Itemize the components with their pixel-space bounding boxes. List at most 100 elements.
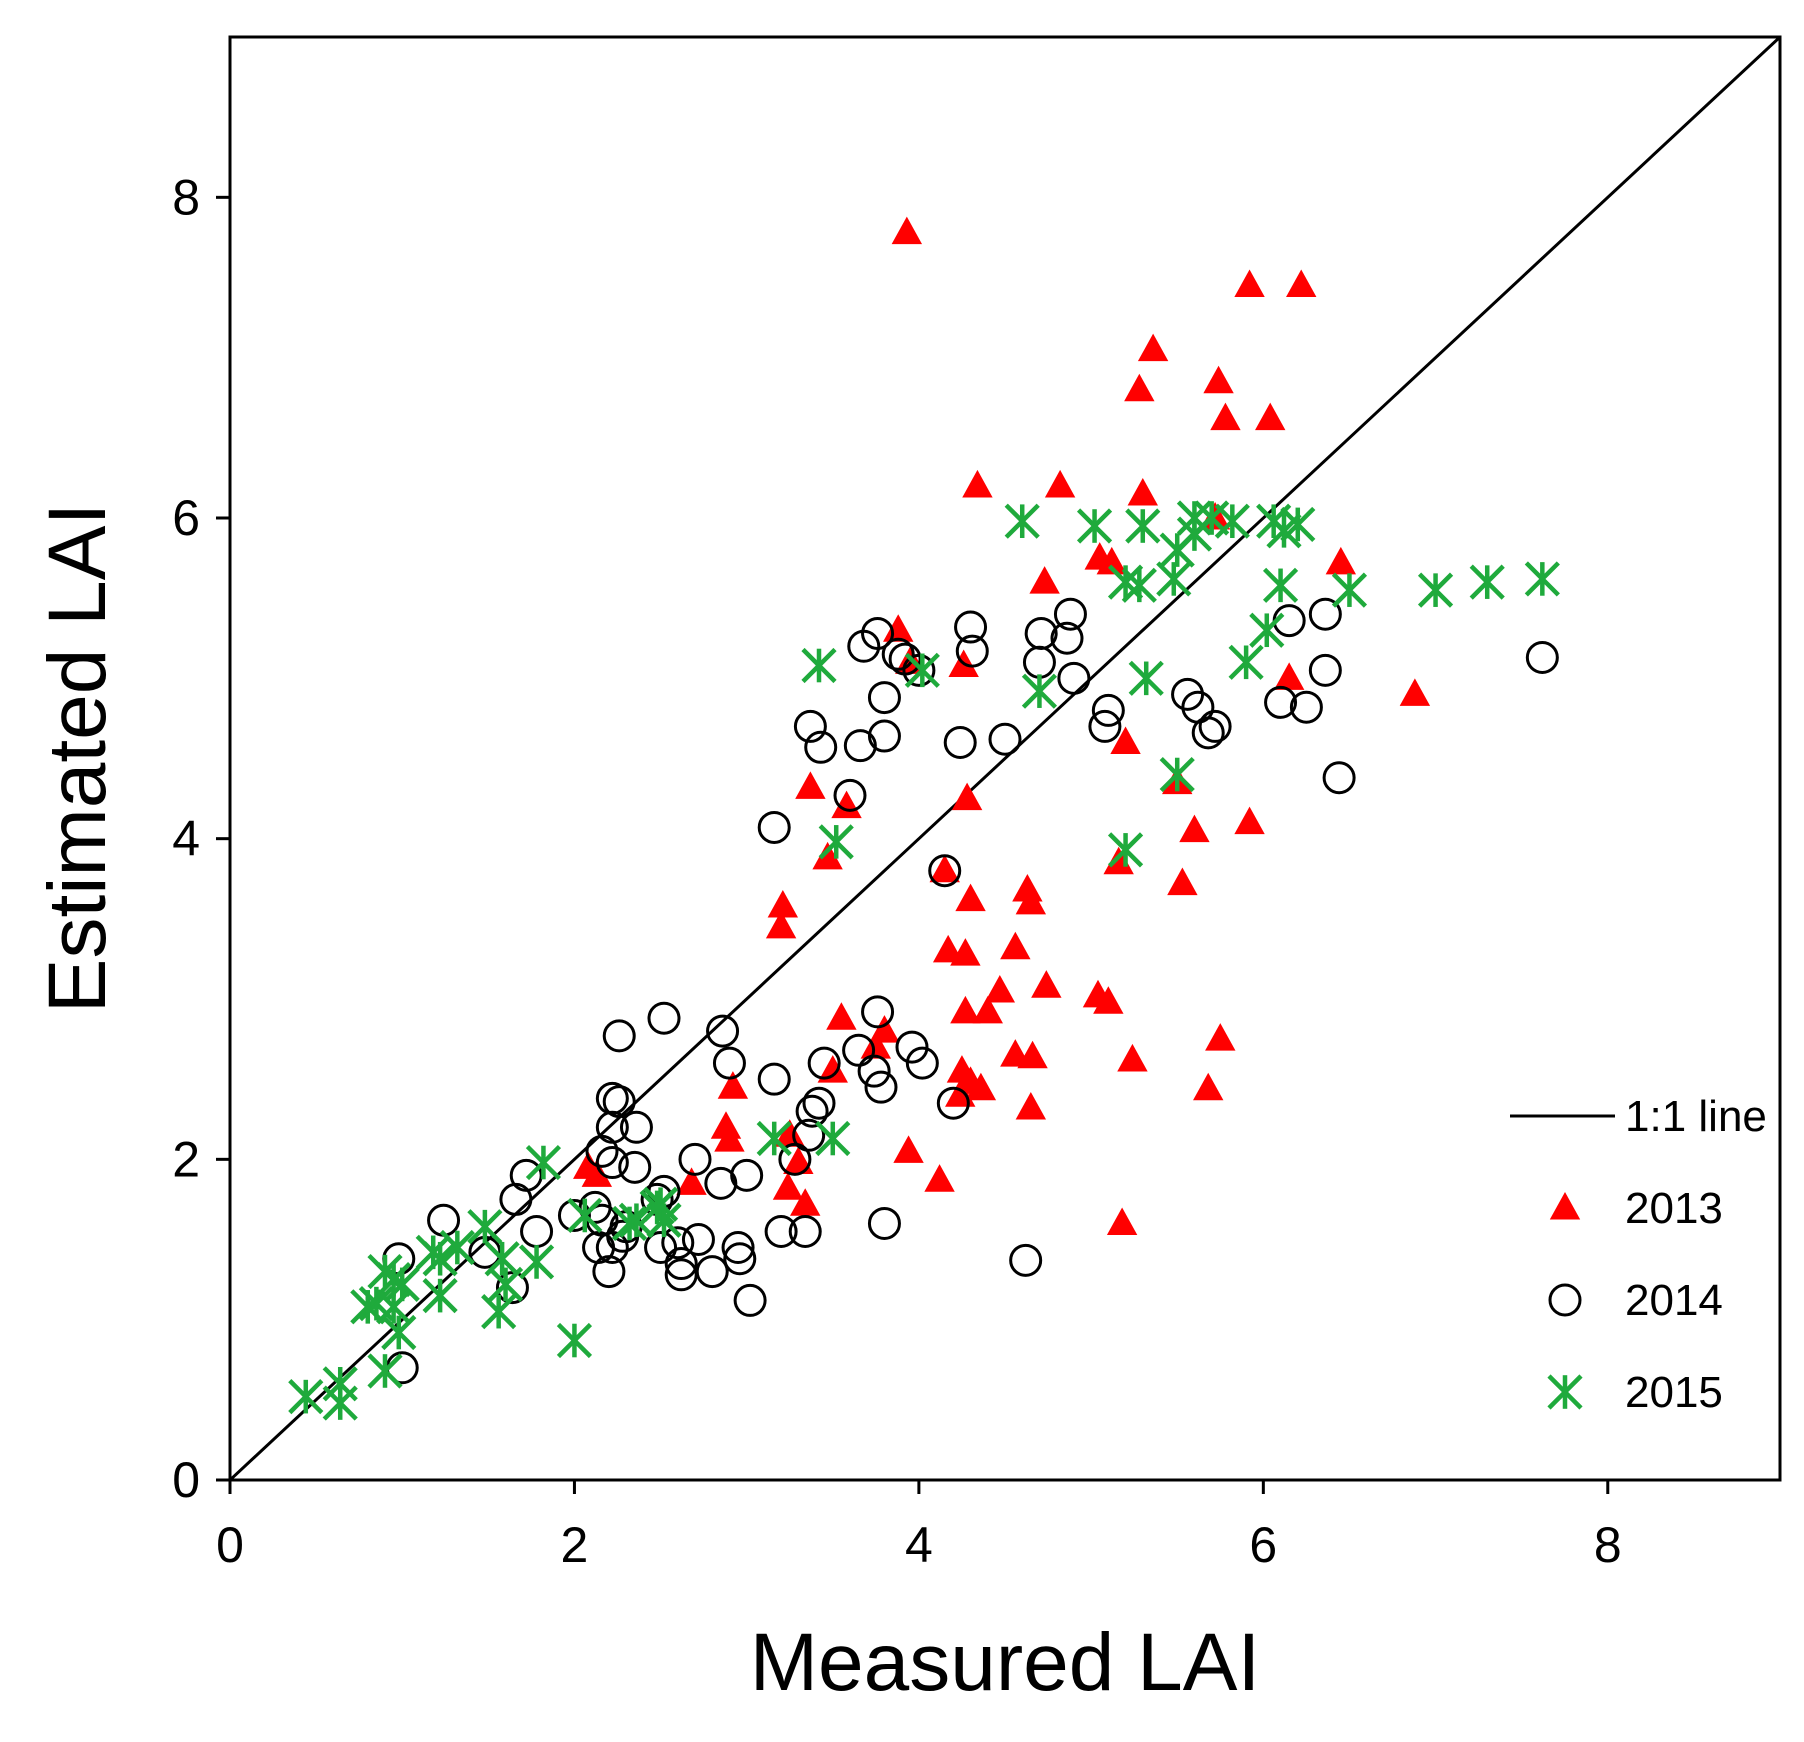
legend-marker-2013 [1549, 1192, 1581, 1220]
data-point-2013 [817, 1055, 848, 1083]
data-point-2015 [367, 1353, 403, 1389]
data-point-2015 [322, 1385, 358, 1421]
data-point-2015 [1156, 561, 1192, 597]
data-point-2013 [1015, 1092, 1047, 1120]
data-point-2015 [611, 1205, 648, 1242]
data-point-2014 [936, 1086, 970, 1120]
data-point-2013 [1399, 678, 1431, 706]
data-point-2015 [481, 1294, 517, 1330]
data-point-2013 [893, 1135, 924, 1163]
data-point-2013 [1110, 726, 1141, 754]
data-point-2014 [881, 637, 915, 671]
data-point-2013 [1205, 1023, 1236, 1051]
data-point-2014 [842, 1033, 876, 1067]
data-point-2014 [721, 1231, 755, 1265]
data-point-2014 [595, 1146, 629, 1180]
data-point-2013 [1127, 477, 1158, 506]
data-point-2014 [843, 729, 877, 763]
data-point-2014 [678, 1142, 712, 1176]
data-marks [288, 216, 1560, 1421]
data-point-2014 [595, 1231, 629, 1265]
data-point-2015 [422, 1278, 458, 1314]
data-point-2015 [439, 1229, 475, 1266]
data-point-2013 [962, 469, 993, 498]
data-point-2014 [520, 1214, 554, 1248]
data-point-2015 [422, 1241, 458, 1277]
data-point-2013 [883, 614, 914, 642]
data-point-2013 [826, 1002, 857, 1030]
data-point-2014 [602, 1085, 636, 1119]
data-point-2013 [1167, 867, 1198, 896]
data-point-2014 [712, 1046, 746, 1080]
data-point-2014 [664, 1258, 698, 1292]
data-point-2015 [288, 1379, 324, 1415]
data-point-2015 [1280, 506, 1316, 543]
data-point-2013 [950, 938, 981, 966]
data-point-2013 [1000, 931, 1031, 960]
data-point-2014 [499, 1182, 533, 1216]
data-point-2013 [860, 1031, 892, 1059]
y-tick-label: 2 [172, 1131, 200, 1187]
legend-marker-2015 [1547, 1374, 1583, 1410]
data-point-2013 [1179, 814, 1210, 843]
data-point-2013 [812, 841, 843, 870]
y-axis-title: Estimated LAI [32, 503, 123, 1013]
data-point-2014 [1088, 709, 1122, 743]
legend-label: 1:1 line [1625, 1092, 1767, 1141]
x-tick-label: 4 [905, 1517, 933, 1573]
data-point-2014 [757, 810, 791, 844]
data-point-2013 [1015, 886, 1047, 915]
data-point-2015 [350, 1289, 386, 1325]
data-point-2014 [681, 1223, 715, 1256]
data-point-2014 [1525, 640, 1559, 674]
data-point-2015 [1331, 572, 1368, 608]
data-point-2014 [788, 1214, 822, 1248]
data-point-2015 [1249, 612, 1285, 648]
data-point-2014 [1091, 693, 1125, 727]
data-point-2014 [857, 1054, 891, 1088]
data-point-2014 [1308, 597, 1342, 631]
legend-label: 2015 [1625, 1368, 1723, 1417]
y-tick-label: 4 [172, 811, 200, 867]
data-point-2015 [1524, 561, 1560, 597]
series-2014 [382, 597, 1559, 1385]
data-point-2014 [1022, 645, 1056, 679]
y-tick-label: 0 [172, 1452, 200, 1508]
data-point-2014 [1289, 690, 1323, 724]
data-point-2014 [833, 778, 867, 812]
data-point-2014 [695, 1255, 729, 1289]
data-point-2014 [1053, 597, 1087, 631]
data-point-2014 [644, 1231, 678, 1265]
data-point-2013 [1210, 402, 1241, 431]
data-point-2015 [756, 1120, 792, 1157]
data-point-2014 [619, 1110, 653, 1144]
legend-label: 2013 [1625, 1184, 1723, 1233]
data-point-2013 [1029, 566, 1060, 594]
one-to-one-line [230, 37, 1780, 1480]
data-point-2014 [1264, 685, 1298, 719]
data-point-2014 [795, 1094, 829, 1128]
data-point-2013 [1093, 986, 1124, 1014]
data-point-2014 [1198, 709, 1232, 743]
data-point-2015 [487, 1266, 524, 1302]
y-tick-label: 6 [172, 490, 200, 546]
data-point-2013 [1117, 1043, 1148, 1072]
data-point-2013 [984, 974, 1016, 1003]
data-point-2013 [714, 1124, 745, 1152]
legend: 1:1 line 2013 2014 2015 [1510, 1092, 1767, 1417]
data-point-2013 [581, 1159, 613, 1187]
data-point-2014 [847, 629, 881, 663]
data-point-2015 [646, 1202, 682, 1238]
data-point-2014 [905, 1046, 939, 1080]
data-point-2015 [1214, 503, 1250, 539]
data-point-2015 [381, 1314, 417, 1351]
data-point-2013 [1137, 333, 1169, 362]
series-2015 [288, 500, 1560, 1421]
data-point-2015 [1262, 567, 1299, 603]
data-point-2013 [790, 1188, 821, 1216]
data-point-2013 [1286, 269, 1317, 298]
data-point-2014 [778, 1142, 812, 1176]
data-point-2014 [928, 854, 962, 888]
data-point-2014 [592, 1255, 626, 1289]
plot-frame [228, 35, 1782, 1482]
